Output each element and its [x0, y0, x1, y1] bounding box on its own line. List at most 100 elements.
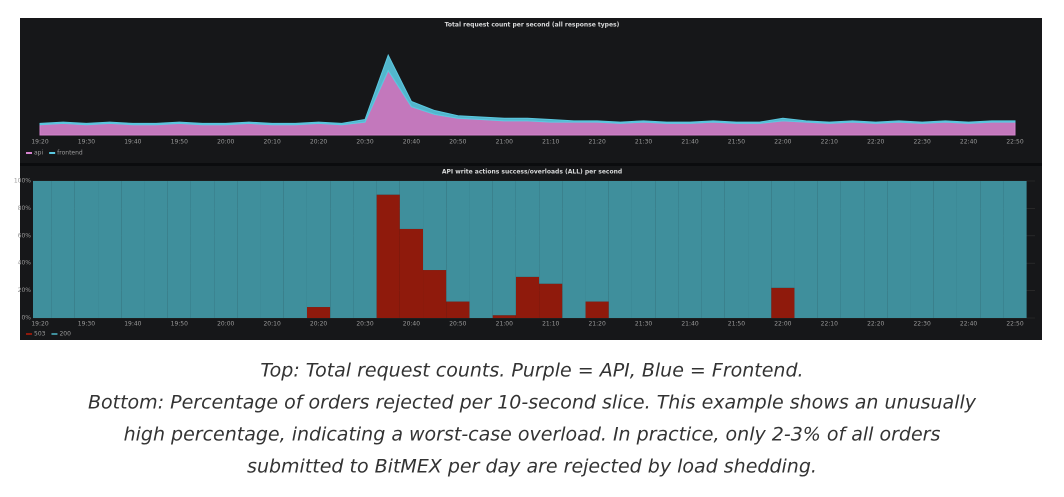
bar	[330, 181, 354, 318]
y-tick-label: 100%	[14, 178, 31, 185]
bar	[446, 181, 470, 302]
x-tick-label: 22:50	[1006, 139, 1023, 146]
bar	[933, 181, 957, 318]
legend-label: 200	[59, 331, 71, 338]
bar	[306, 181, 331, 308]
bar	[956, 181, 981, 318]
bar	[794, 181, 818, 318]
caption: Bottom: Percentage of orders rejected pe…	[88, 392, 977, 414]
bar	[376, 194, 400, 318]
bar	[608, 181, 632, 318]
x-tick-label: 22:20	[867, 139, 884, 146]
chart-title: API write actions success/overloads (ALL…	[442, 169, 622, 176]
x-tick-label: 20:30	[356, 139, 373, 146]
x-tick-label: 21:40	[681, 139, 698, 146]
bar	[539, 283, 563, 318]
bar	[423, 270, 447, 318]
x-tick-label: 21:20	[588, 321, 605, 328]
bar	[260, 181, 284, 318]
x-tick-label: 22:50	[1006, 321, 1023, 328]
bar	[121, 181, 145, 318]
bar	[376, 181, 400, 195]
bar	[585, 301, 609, 318]
bar	[562, 181, 586, 318]
x-tick-label: 22:10	[821, 321, 838, 328]
x-tick-label: 20:10	[263, 139, 280, 146]
bar	[771, 181, 795, 288]
bar	[167, 181, 191, 318]
bar	[678, 181, 702, 318]
bar	[33, 181, 52, 318]
bar	[144, 181, 168, 318]
bar	[306, 307, 331, 318]
bar	[515, 181, 540, 277]
x-tick-label: 21:10	[542, 321, 559, 328]
bar	[51, 181, 75, 318]
bar	[237, 181, 261, 318]
x-tick-label: 22:00	[774, 139, 791, 146]
x-tick-label: 22:00	[774, 321, 791, 328]
x-tick-label: 20:10	[263, 321, 280, 328]
x-tick-label: 22:10	[821, 139, 838, 146]
x-tick-label: 20:40	[403, 139, 420, 146]
y-tick-label: 20%	[18, 287, 32, 294]
panel-divider	[20, 163, 1042, 166]
y-tick-label: 80%	[18, 205, 32, 212]
x-tick-label: 19:20	[31, 321, 48, 328]
bar	[817, 181, 841, 318]
bar	[446, 301, 470, 318]
x-tick-label: 21:30	[635, 321, 652, 328]
x-tick-label: 20:30	[356, 321, 373, 328]
x-tick-label: 19:30	[78, 321, 95, 328]
x-tick-label: 21:00	[496, 321, 513, 328]
chart-title: Total request count per second (all resp…	[445, 22, 620, 29]
x-tick-label: 21:40	[681, 321, 698, 328]
legend-label: frontend	[57, 150, 83, 157]
bar	[980, 181, 1004, 318]
x-tick-label: 19:40	[124, 321, 141, 328]
x-tick-label: 21:30	[635, 139, 652, 146]
bar	[399, 181, 424, 229]
x-tick-label: 19:50	[171, 139, 188, 146]
bar	[910, 181, 934, 318]
x-tick-label: 20:50	[449, 321, 466, 328]
bar	[887, 181, 911, 318]
x-tick-label: 22:30	[913, 321, 930, 328]
plot-area	[33, 32, 1035, 135]
x-tick-label: 21:20	[588, 139, 605, 146]
bar	[74, 181, 99, 318]
bar	[539, 181, 563, 284]
x-tick-label: 19:40	[124, 139, 141, 146]
bar	[469, 181, 493, 318]
bar	[214, 181, 238, 318]
x-tick-label: 21:50	[728, 321, 745, 328]
bar	[655, 181, 679, 318]
x-tick-label: 20:20	[310, 321, 327, 328]
x-tick-label: 19:50	[171, 321, 188, 328]
x-tick-label: 22:20	[867, 321, 884, 328]
bar	[353, 181, 377, 318]
bar	[840, 181, 865, 318]
y-tick-label: 0%	[21, 315, 31, 322]
caption: Top: Total request counts. Purple = API,…	[260, 360, 803, 382]
x-tick-label: 21:50	[728, 139, 745, 146]
x-tick-label: 21:00	[496, 139, 513, 146]
x-tick-label: 20:40	[403, 321, 420, 328]
legend-label: 503	[34, 331, 46, 338]
bar	[423, 181, 447, 271]
bar	[864, 181, 888, 318]
bar	[771, 287, 795, 318]
bar	[585, 181, 609, 302]
x-tick-label: 20:00	[217, 321, 234, 328]
x-tick-label: 19:20	[31, 139, 48, 146]
bar	[399, 228, 424, 318]
legend-label: api	[34, 150, 43, 157]
y-tick-label: 60%	[18, 232, 32, 239]
area	[39, 53, 1016, 126]
bar	[492, 315, 516, 318]
caption: submitted to BitMEX per day are rejected…	[247, 456, 817, 478]
bar	[701, 181, 725, 318]
bar	[748, 181, 772, 318]
